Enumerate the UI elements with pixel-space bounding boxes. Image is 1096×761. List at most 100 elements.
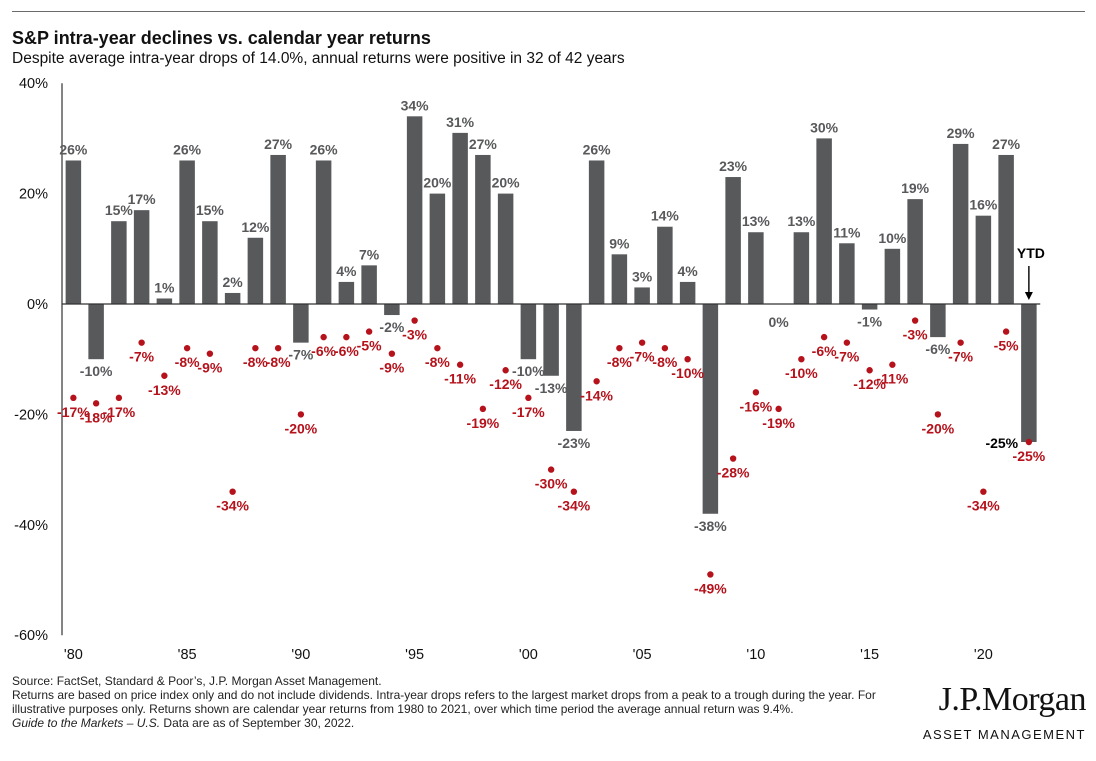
intra-year-drop-label: -8% xyxy=(175,354,200,370)
y-tick-label: -40% xyxy=(14,518,48,534)
return-value-label: -38% xyxy=(694,518,727,534)
intra-year-drop-label: -18% xyxy=(80,409,113,425)
return-value-label: 1% xyxy=(154,279,175,295)
intra-year-drop-label: -7% xyxy=(834,349,859,365)
return-bar xyxy=(566,304,582,431)
return-value-label: -10% xyxy=(512,363,545,379)
return-value-label: -10% xyxy=(80,363,113,379)
return-value-label: 26% xyxy=(173,141,202,157)
x-tick-label: '90 xyxy=(291,647,310,663)
intra-year-drop-dot xyxy=(479,405,487,413)
return-value-label: 19% xyxy=(901,180,930,196)
return-bar xyxy=(497,193,514,304)
return-bar xyxy=(384,304,400,316)
intra-year-drop-label: -5% xyxy=(994,338,1019,354)
intra-year-drop-label: -8% xyxy=(425,354,450,370)
intra-year-drop-dot xyxy=(388,350,396,357)
ytd-arrow-head xyxy=(1024,292,1033,300)
intra-year-drop-dot xyxy=(616,344,623,352)
intra-year-drop-label: -30% xyxy=(535,476,568,492)
y-tick-label: 20% xyxy=(19,187,48,203)
intra-year-drop-label: -20% xyxy=(922,420,955,436)
return-value-label: -1% xyxy=(857,314,882,330)
return-value-label: 20% xyxy=(423,175,452,191)
return-bar xyxy=(975,215,992,304)
return-value-label: 26% xyxy=(310,141,339,157)
return-value-label: 4% xyxy=(336,263,357,279)
x-tick-label: '80 xyxy=(64,647,83,663)
return-value-label: -7% xyxy=(288,347,313,363)
returns-chart: 40% 20% 0% -20% -40% -60% '80 '85 '90 '95 '00 '05 '1… xyxy=(14,76,1046,663)
intra-year-drop-label: -34% xyxy=(558,498,591,514)
y-tick-label: -20% xyxy=(14,407,48,423)
return-value-label: 23% xyxy=(719,158,748,174)
return-bar xyxy=(702,304,719,514)
return-value-label: 13% xyxy=(742,213,771,229)
intra-year-drop-dot xyxy=(684,356,691,363)
guide-title: Guide to the Markets – U.S. xyxy=(12,716,161,730)
intra-year-drop-label: -10% xyxy=(671,365,704,381)
intra-year-drop-label: -7% xyxy=(948,349,973,365)
return-bar xyxy=(475,154,491,304)
intra-year-drop-dot xyxy=(752,389,760,396)
return-bar xyxy=(543,304,559,376)
intra-year-drop-label: -3% xyxy=(903,327,928,343)
y-tick-label: 0% xyxy=(27,297,48,313)
return-bar xyxy=(657,226,673,304)
return-value-label: 4% xyxy=(678,263,699,279)
intra-year-drop-dot xyxy=(502,367,509,374)
return-value-label: 12% xyxy=(241,219,270,235)
intra-year-drop-label: -8% xyxy=(243,354,268,370)
return-bar xyxy=(725,177,741,304)
intra-year-drop-dot xyxy=(456,361,464,368)
intra-year-drop-dot xyxy=(661,344,669,352)
intra-year-drop-dot xyxy=(274,344,282,352)
return-bar xyxy=(884,248,901,304)
as-of-date: Data are as of September 30, 2022. xyxy=(160,716,355,730)
return-bar xyxy=(748,232,764,304)
intra-year-drop-dot xyxy=(911,317,919,324)
x-tick-label: '85 xyxy=(178,647,197,663)
intra-year-drop-label: -20% xyxy=(285,420,318,436)
intra-year-drop-label: -11% xyxy=(444,371,476,387)
intra-year-drop-dot xyxy=(729,455,737,462)
y-tick-label: 40% xyxy=(19,76,48,92)
return-bar xyxy=(679,281,696,304)
return-bar xyxy=(338,281,355,304)
ytd-annotation: YTD xyxy=(1017,245,1045,261)
return-bar xyxy=(907,199,923,304)
intra-year-drop-dot xyxy=(138,339,145,346)
intra-year-drop-dot xyxy=(343,333,350,341)
intra-year-drop-label: -12% xyxy=(853,376,886,392)
return-value-label: 27% xyxy=(469,136,498,152)
intra-year-drop-label: -17% xyxy=(103,404,136,420)
return-value-label: -25% xyxy=(985,435,1018,451)
intra-year-drop-dot xyxy=(570,488,578,495)
intra-year-drop-dot xyxy=(70,394,77,402)
return-bar xyxy=(315,160,332,304)
intra-year-drop-dot xyxy=(183,344,191,352)
return-value-label: 17% xyxy=(128,191,157,207)
return-value-label: 31% xyxy=(446,114,475,130)
return-bar xyxy=(247,237,264,304)
intra-year-drop-dot xyxy=(593,378,600,385)
return-value-label: 15% xyxy=(196,202,225,218)
logo-wordmark: J.P.Morgan xyxy=(938,681,1087,718)
intra-year-drop-label: -6% xyxy=(334,343,359,359)
intra-year-drop-dot xyxy=(115,394,123,402)
intra-year-drop-label: -9% xyxy=(197,360,222,376)
intra-year-drop-dot xyxy=(775,405,782,413)
intra-year-drop-dot xyxy=(365,328,373,335)
intra-year-drop-label: -11% xyxy=(876,371,908,387)
intra-year-drop-label: -6% xyxy=(311,343,336,359)
footnotes: Source: FactSet, Standard & Poor’s, J.P.… xyxy=(12,674,892,730)
data-date-note: Guide to the Markets – U.S. Data are as … xyxy=(12,716,892,730)
x-tick-label: '05 xyxy=(633,647,652,663)
intra-year-drop-label: -17% xyxy=(512,404,545,420)
return-value-label: 30% xyxy=(810,119,839,135)
intra-year-drop-dot xyxy=(1025,438,1033,446)
return-bar xyxy=(111,221,127,304)
intra-year-drop-label: -7% xyxy=(630,349,655,365)
x-tick-label: '00 xyxy=(519,647,538,663)
return-bar xyxy=(793,232,810,304)
